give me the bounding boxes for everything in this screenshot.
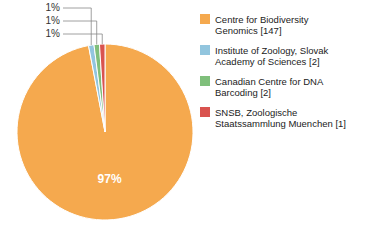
legend: Centre for BiodiversityGenomics [147] Ins… [200, 14, 346, 130]
legend-label-line: Institute of Zoology, Slovak [215, 45, 329, 56]
legend-label: Institute of Zoology, SlovakAcademy of S… [215, 45, 329, 68]
legend-item: Canadian Centre for DNABarcoding [2] [200, 76, 324, 99]
pie-slice [94, 44, 105, 132]
legend-label: SNSB, ZoologischeStaatssammlung Muenchen… [215, 107, 346, 130]
pie-slice [99, 44, 105, 132]
pie [17, 44, 193, 220]
leader-line [63, 34, 102, 44]
chart: 97% 1% 1% 1% Centre for BiodiversityGenomics… [0, 0, 380, 240]
legend-label-line: SNSB, Zoologische [215, 107, 297, 118]
legend-item: Centre for BiodiversityGenomics [147] [200, 14, 309, 37]
leader-line [63, 8, 91, 45]
pie-slice [17, 44, 193, 220]
data-label: 1% [46, 15, 61, 26]
legend-swatch [200, 14, 210, 24]
legend-item: Institute of Zoology, SlovakAcademy of S… [200, 45, 329, 68]
data-labels: 97% 1% 1% 1% [46, 2, 122, 187]
legend-label-line: Staatssammlung Muenchen [1] [215, 118, 346, 129]
data-label: 1% [46, 2, 61, 13]
data-label: 1% [46, 28, 61, 39]
pie-slice [89, 45, 105, 132]
data-label: 97% [98, 172, 122, 186]
legend-label-line: Centre for Biodiversity [215, 14, 309, 25]
legend-item: SNSB, ZoologischeStaatssammlung Muenchen… [200, 107, 346, 130]
legend-swatch [200, 76, 210, 86]
legend-swatch [200, 107, 210, 117]
legend-label-line: Genomics [147] [215, 25, 282, 36]
legend-label-line: Barcoding [2] [215, 87, 271, 98]
legend-label-line: Canadian Centre for DNA [215, 76, 324, 87]
legend-label: Canadian Centre for DNABarcoding [2] [215, 76, 324, 99]
legend-label: Centre for BiodiversityGenomics [147] [215, 14, 309, 37]
leader-line [63, 21, 97, 44]
legend-swatch [200, 45, 210, 55]
legend-label-line: Academy of Sciences [2] [215, 56, 320, 67]
